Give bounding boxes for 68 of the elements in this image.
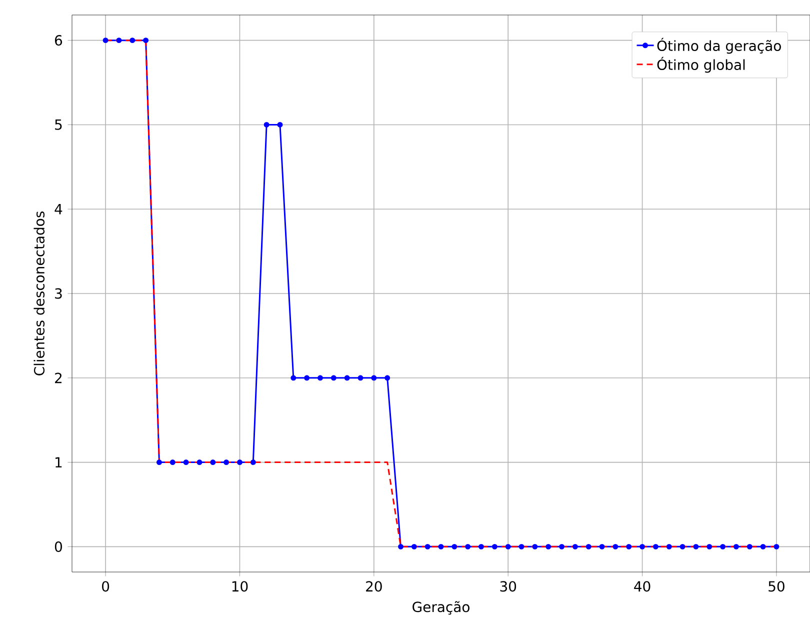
y-tick-label: 0 [54,541,62,552]
y-tick-label: 2 [55,372,62,384]
point [384,375,390,381]
point [250,460,256,466]
x-tick-label: 0 [102,581,110,592]
point [586,544,592,550]
point [304,375,310,381]
point [746,544,752,550]
point [733,544,739,550]
point [290,375,296,381]
point [465,544,471,550]
point [330,375,336,381]
point [626,544,632,550]
point [706,544,712,550]
point [599,544,605,550]
x-tick-label: 40 [634,581,650,592]
point [398,544,404,550]
point [680,544,686,550]
point [505,544,511,550]
point [424,544,430,550]
point [572,544,578,550]
point [317,375,323,381]
x-tick-label: 50 [768,581,784,592]
y-axis-title: Clientes desconectados [34,212,45,376]
legend-label: Ótimo global [657,56,745,73]
point [478,544,484,550]
point [452,544,458,550]
point [143,38,149,44]
point [224,460,230,466]
point [438,544,444,550]
point [358,375,364,381]
point [102,38,108,44]
point [640,544,646,550]
x-tick-label: 20 [366,581,382,592]
point [612,544,618,550]
point [264,122,270,128]
point [652,544,658,550]
legend-label: Ótimo da geração [657,38,781,54]
y-tick-label: 6 [54,35,62,46]
point [196,460,202,466]
point [546,544,552,550]
y-tick-label: 4 [54,204,62,214]
point [210,460,216,466]
x-tick-label: 10 [232,581,248,592]
point [666,544,672,550]
y-tick-label: 3 [55,288,62,299]
point [693,544,699,550]
point [518,544,524,550]
x-axis-title: Geração [412,601,470,615]
y-tick-label: 5 [55,120,62,130]
point [156,460,162,466]
point [116,38,122,44]
point [344,375,350,381]
point [532,544,538,550]
x-tick-label: 30 [500,581,516,592]
point [559,544,565,550]
point [236,460,242,466]
point [774,544,780,550]
y-tick-label: 1 [56,457,62,468]
point [371,375,377,381]
point [760,544,766,550]
point [170,460,176,466]
point [492,544,498,550]
point [411,544,417,550]
point [183,460,189,466]
point [277,122,283,128]
point [130,38,136,44]
point [720,544,726,550]
